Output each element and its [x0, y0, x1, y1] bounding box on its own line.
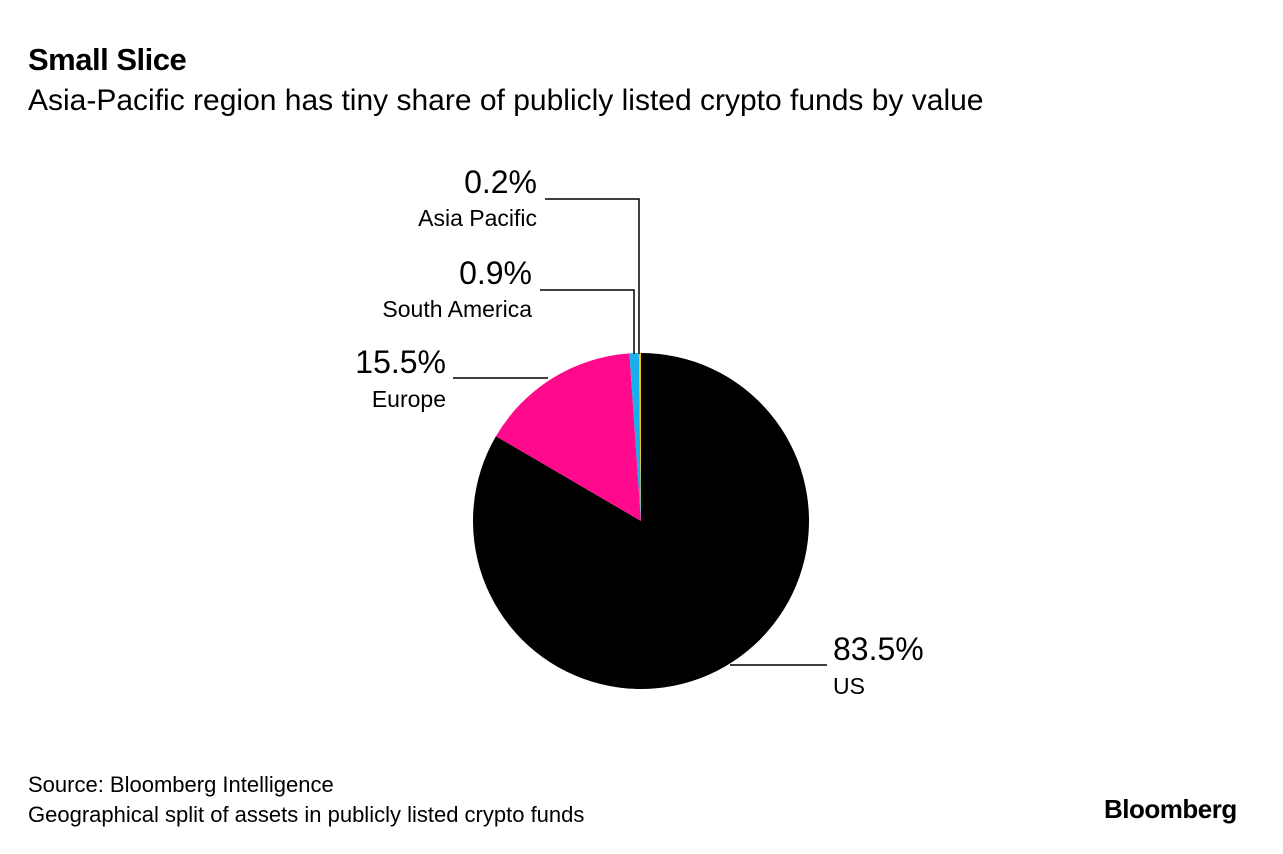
data-label-asia-pacific: 0.2%: [464, 164, 537, 200]
data-label-us: 83.5%: [833, 631, 924, 667]
data-label-south-america: 0.9%: [459, 255, 532, 291]
source-note: Source: Bloomberg Intelligence: [28, 772, 334, 797]
category-label-europe: Europe: [372, 386, 446, 412]
leader-line-asia-pacific: [545, 198, 640, 354]
chart-subtitle: Asia-Pacific region has tiny share of pu…: [28, 84, 984, 117]
pie-slice-europe: [495, 353, 641, 521]
category-label-us: US: [833, 673, 865, 699]
category-label-asia-pacific: Asia Pacific: [418, 205, 537, 231]
description-note: Geographical split of assets in publicly…: [28, 802, 585, 827]
leader-line-south-america: [540, 289, 635, 354]
pie-slice-south-america: [629, 353, 641, 521]
data-label-europe: 15.5%: [355, 344, 446, 380]
chart-title: Small Slice: [28, 42, 187, 77]
pie-slice-asia-pacific: [638, 353, 641, 521]
category-label-south-america: South America: [382, 296, 532, 322]
bloomberg-logo: Bloomberg: [1104, 794, 1237, 824]
